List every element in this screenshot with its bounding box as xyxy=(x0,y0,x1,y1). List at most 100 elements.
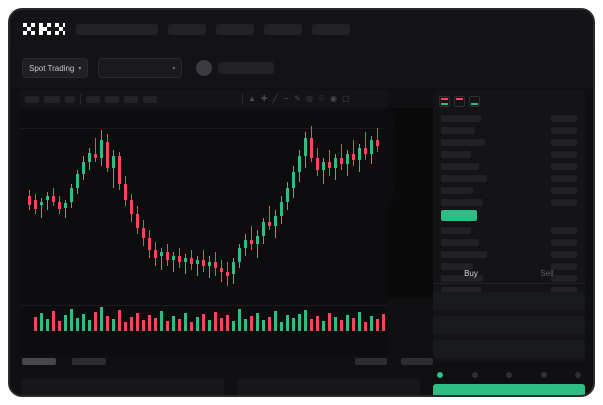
magnet-icon[interactable]: ◎ xyxy=(305,94,313,103)
okx-logo-icon[interactable] xyxy=(22,21,66,37)
toolbar-divider-1 xyxy=(80,94,81,104)
candle-wick xyxy=(209,256,210,278)
book-asks-icon[interactable] xyxy=(454,96,465,107)
volume-bar xyxy=(208,320,211,331)
candle-body xyxy=(364,148,367,154)
candle-body xyxy=(100,140,103,158)
order-book-bid-row[interactable] xyxy=(433,226,585,235)
candle xyxy=(166,244,169,266)
volume-bar xyxy=(190,322,193,331)
candle xyxy=(292,166,295,198)
nav-item-trade[interactable] xyxy=(216,23,254,35)
order-book-ask-row[interactable] xyxy=(433,186,585,195)
tab-open-orders[interactable] xyxy=(22,358,56,365)
volume-bar xyxy=(226,315,229,331)
ask-size xyxy=(551,199,577,206)
cursor-icon[interactable]: ▲ xyxy=(248,94,256,103)
order-type-field[interactable] xyxy=(433,292,585,310)
volume-bar xyxy=(346,315,349,331)
tab-sell[interactable]: Sell xyxy=(540,268,554,278)
wave-icon[interactable]: ∼ xyxy=(282,94,290,103)
candle xyxy=(286,182,289,210)
trendline-icon[interactable]: ╱ xyxy=(272,94,278,103)
candle xyxy=(154,242,157,266)
order-book-ask-row[interactable] xyxy=(433,114,585,123)
price-chart[interactable] xyxy=(20,110,388,355)
timeframe-3[interactable] xyxy=(65,95,75,103)
candle-wick xyxy=(197,256,198,276)
nav-item-earn[interactable] xyxy=(264,23,302,35)
candle-wick xyxy=(173,252,174,272)
candle-body xyxy=(292,172,295,188)
slider-dot-4[interactable] xyxy=(575,372,581,378)
candle-body xyxy=(136,214,139,228)
candle-body xyxy=(130,200,133,214)
tab-funding[interactable] xyxy=(401,358,433,365)
timeframe-1[interactable] xyxy=(25,95,39,103)
lock-icon[interactable]: ☉ xyxy=(317,94,326,103)
candle-body xyxy=(106,142,109,168)
nav-item-search[interactable] xyxy=(76,23,158,35)
nav-item-assets[interactable] xyxy=(312,23,350,35)
candle xyxy=(130,194,133,222)
candle xyxy=(40,198,43,218)
trash-icon[interactable]: ▢ xyxy=(342,94,350,103)
nav-item-markets[interactable] xyxy=(168,23,206,35)
chart-type-button[interactable] xyxy=(105,95,119,103)
volume-bar xyxy=(124,322,127,331)
chevron-down-icon: ▾ xyxy=(78,65,82,72)
slider-dot-0[interactable] xyxy=(437,372,443,378)
book-bids-icon[interactable] xyxy=(469,96,480,107)
trading-mode-select[interactable]: Spot Trading ▾ xyxy=(22,58,89,78)
candle xyxy=(52,188,55,206)
indicator-button[interactable] xyxy=(86,95,100,103)
volume-bar xyxy=(250,316,253,331)
slider-dot-3[interactable] xyxy=(540,372,547,378)
compare-button[interactable] xyxy=(124,95,138,103)
candle xyxy=(34,194,37,214)
candle-body xyxy=(76,174,79,188)
candle-body xyxy=(232,262,235,274)
amount-slider[interactable] xyxy=(433,370,585,380)
candle xyxy=(298,150,301,182)
tab-assets[interactable] xyxy=(355,358,387,365)
slider-dot-1[interactable] xyxy=(471,372,478,378)
book-both-icon[interactable] xyxy=(439,96,450,107)
order-book-ask-row[interactable] xyxy=(433,126,585,135)
candle xyxy=(82,156,85,180)
candle-body xyxy=(28,196,31,205)
order-book-bid-row[interactable] xyxy=(433,250,585,259)
candle-body xyxy=(310,138,313,158)
tab-order-history[interactable] xyxy=(72,358,106,365)
volume-bar xyxy=(94,312,97,331)
candle-body xyxy=(244,240,247,248)
candle-wick xyxy=(251,226,252,250)
order-book-ask-row[interactable] xyxy=(433,138,585,147)
slider-dot-2[interactable] xyxy=(506,372,512,378)
volume-bar xyxy=(106,316,109,331)
order-book-ask-row[interactable] xyxy=(433,198,585,207)
tab-buy[interactable]: Buy xyxy=(433,262,509,284)
candle xyxy=(322,158,325,184)
buy-button[interactable] xyxy=(433,384,585,395)
settings-button[interactable] xyxy=(143,95,157,103)
candle-body xyxy=(94,154,97,158)
brush-icon[interactable]: ✎ xyxy=(294,94,301,103)
candle-body xyxy=(70,188,73,202)
order-book-ask-row[interactable] xyxy=(433,174,585,183)
pair-select[interactable]: ▾ xyxy=(98,58,183,78)
candle xyxy=(310,126,313,162)
eye-icon[interactable]: ◉ xyxy=(330,94,337,103)
timeframe-2[interactable] xyxy=(44,95,60,103)
price-field[interactable] xyxy=(433,316,585,334)
order-book-bid-row[interactable] xyxy=(433,238,585,247)
order-book-bid-row[interactable] xyxy=(433,286,585,295)
order-book-ask-row[interactable] xyxy=(433,162,585,171)
amount-field[interactable] xyxy=(433,340,585,358)
crosshair-icon[interactable]: ✚ xyxy=(260,94,268,103)
candle-body xyxy=(148,238,151,250)
candle xyxy=(88,148,91,170)
candle-body xyxy=(346,154,349,164)
order-book-spread-row xyxy=(433,210,585,223)
order-book-ask-row[interactable] xyxy=(433,150,585,159)
